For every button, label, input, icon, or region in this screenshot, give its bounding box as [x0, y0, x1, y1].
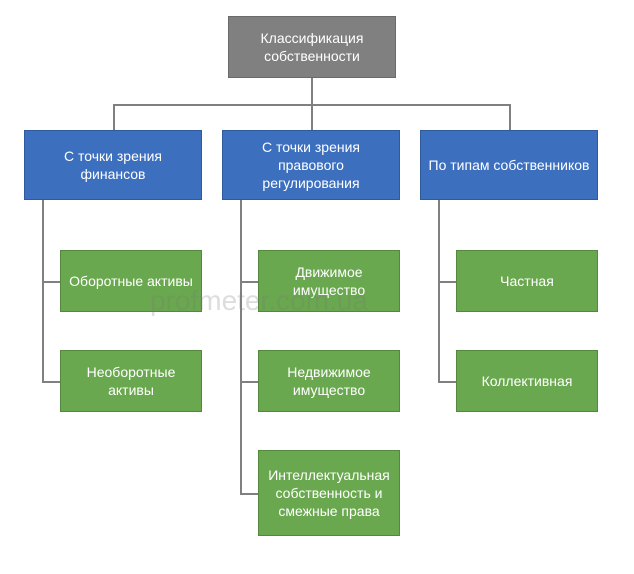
leaf-node-intellectual: Интеллектуальная собственность и смежные…	[258, 450, 400, 536]
leaf-label: Интеллектуальная собственность и смежные…	[265, 466, 393, 521]
connector	[438, 200, 440, 381]
leaf-node-collective: Коллективная	[456, 350, 598, 412]
category-node-legal: С точки зрения правового регулирования	[222, 130, 400, 200]
connector	[42, 200, 44, 381]
root-label: Классификация собственности	[235, 29, 389, 65]
category-node-finance: С точки зрения финансов	[24, 130, 202, 200]
leaf-label: Недвижимое имущество	[265, 363, 393, 399]
connector	[113, 104, 115, 130]
leaf-label: Коллективная	[482, 372, 573, 390]
connector	[509, 104, 511, 130]
connector	[240, 493, 258, 495]
connector	[311, 104, 313, 130]
leaf-label: Оборотные активы	[69, 272, 193, 290]
connector	[42, 381, 60, 383]
connector	[438, 381, 456, 383]
category-label: С точки зрения правового регулирования	[229, 138, 393, 193]
leaf-node-current-assets: Оборотные активы	[60, 250, 202, 312]
leaf-node-movable: Движимое имущество	[258, 250, 400, 312]
category-node-owner-types: По типам собственников	[420, 130, 598, 200]
leaf-node-immovable: Недвижимое имущество	[258, 350, 400, 412]
root-node: Классификация собственности	[228, 16, 396, 78]
leaf-label: Движимое имущество	[265, 263, 393, 299]
category-label: С точки зрения финансов	[31, 147, 195, 183]
leaf-label: Необоротные активы	[67, 363, 195, 399]
connector	[240, 381, 258, 383]
leaf-node-noncurrent-assets: Необоротные активы	[60, 350, 202, 412]
leaf-node-private: Частная	[456, 250, 598, 312]
category-label: По типам собственников	[429, 156, 590, 174]
connector	[240, 200, 242, 493]
connector	[311, 78, 313, 104]
leaf-label: Частная	[500, 272, 554, 290]
connector	[438, 281, 456, 283]
connector	[42, 281, 60, 283]
connector	[240, 281, 258, 283]
